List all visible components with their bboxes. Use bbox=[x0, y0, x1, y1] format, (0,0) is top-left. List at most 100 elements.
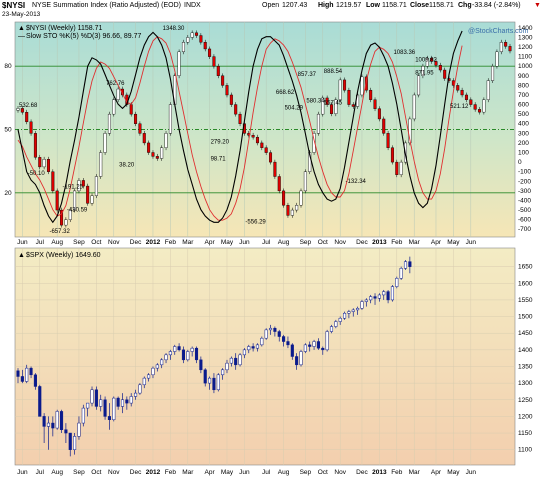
spx-tick-label: 1250 bbox=[518, 397, 533, 404]
spx-bar bbox=[386, 291, 390, 301]
nysi-tick-label: -100 bbox=[518, 169, 531, 176]
nysi-candle bbox=[177, 51, 181, 76]
nysi-tick-label: 400 bbox=[518, 121, 529, 128]
spx-date-label: May bbox=[447, 469, 460, 476]
spx-tick-label: 1600 bbox=[518, 280, 533, 287]
nysi-annotation: -657.32 bbox=[49, 229, 70, 235]
nysi-candle bbox=[290, 209, 294, 216]
nysi-candle bbox=[25, 112, 29, 123]
nysi-candle bbox=[399, 161, 403, 175]
spx-bar bbox=[33, 374, 37, 387]
spx-bar bbox=[94, 389, 98, 407]
spx-bar bbox=[334, 321, 338, 327]
spx-bar bbox=[347, 311, 351, 314]
spx-bar bbox=[86, 402, 90, 409]
spx-bar bbox=[382, 291, 386, 296]
spx-date-label: Aug bbox=[51, 469, 63, 476]
spx-bar bbox=[164, 354, 168, 361]
stochastic-lines bbox=[17, 30, 463, 224]
legend-stoch-marker: — bbox=[18, 33, 25, 40]
spx-bar bbox=[312, 341, 316, 347]
spx-bar bbox=[273, 327, 277, 332]
chg-down-arrow-icon: ▼ bbox=[534, 2, 541, 9]
spx-date-label: 2013 bbox=[372, 469, 387, 476]
legend-spx-marker: ▲ bbox=[18, 252, 25, 259]
nysi-tick-label: 200 bbox=[518, 140, 529, 147]
spx-bar bbox=[186, 351, 190, 361]
nysi-tick-label: 0 bbox=[518, 159, 522, 166]
spx-bar bbox=[303, 344, 307, 352]
spx-tick-label: 1200 bbox=[518, 413, 533, 420]
spx-date-label: Sep bbox=[300, 469, 312, 476]
nysi-tick-label: 1200 bbox=[518, 44, 533, 51]
nysi-candle bbox=[134, 113, 138, 124]
legend-spx: $SPX (Weekly) 1649.60 bbox=[26, 252, 101, 259]
spx-bar bbox=[247, 346, 251, 351]
nysi-candle bbox=[155, 156, 159, 159]
spx-date-label: May bbox=[221, 469, 234, 476]
spx-date-label: Dec bbox=[130, 469, 142, 476]
spx-bar bbox=[81, 407, 85, 424]
nysi-candle bbox=[81, 180, 85, 187]
spx-bar bbox=[168, 351, 172, 356]
nysi-candle bbox=[164, 133, 168, 148]
spx-bar bbox=[64, 429, 68, 434]
nysi-candle bbox=[142, 133, 146, 144]
nysi-date-label: Sep bbox=[73, 239, 85, 246]
nysi-candle bbox=[68, 209, 72, 220]
nysi-tick-label: 600 bbox=[518, 102, 529, 109]
nysi-tick-label: 1000 bbox=[518, 63, 533, 70]
nysi-candle bbox=[216, 65, 220, 76]
nysi-candle bbox=[264, 147, 268, 153]
nysi-candle bbox=[260, 142, 264, 148]
spx-date-label: Jul bbox=[262, 469, 271, 476]
stochastic-tick-label: 20 bbox=[4, 190, 12, 197]
spx-date-label: Jul bbox=[36, 469, 45, 476]
nysi-annotation: 888.54 bbox=[324, 69, 343, 75]
nysi-candle bbox=[390, 147, 394, 163]
spx-bar bbox=[107, 416, 111, 420]
nysi-candle bbox=[491, 65, 495, 81]
nysi-candle bbox=[434, 61, 438, 66]
high-value: 1219.57 bbox=[336, 2, 362, 9]
nysi-candle bbox=[382, 118, 386, 134]
spx-bar bbox=[238, 354, 242, 366]
nysi-candle bbox=[38, 157, 42, 168]
spx-bar bbox=[199, 359, 203, 371]
nysi-candle bbox=[129, 104, 133, 115]
spx-tick-label: 1450 bbox=[518, 330, 533, 337]
nysi-candle bbox=[203, 42, 207, 50]
spx-date-label: Mar bbox=[409, 469, 421, 476]
spx-date-label: Nov bbox=[334, 469, 346, 476]
nysi-candle bbox=[334, 99, 338, 114]
nysi-tick-label: 1300 bbox=[518, 34, 533, 41]
spx-bar bbox=[138, 384, 142, 394]
nysi-annotation: 871.95 bbox=[415, 70, 434, 76]
nysi-candle bbox=[377, 108, 381, 120]
spx-tick-label: 1500 bbox=[518, 314, 533, 321]
spx-bar bbox=[360, 301, 364, 309]
nysi-candle bbox=[221, 75, 225, 86]
spx-bar bbox=[29, 367, 33, 376]
nysi-annotation: -556.29 bbox=[245, 219, 266, 225]
spx-bar bbox=[338, 317, 342, 322]
nysi-tick-label: 900 bbox=[518, 73, 529, 80]
spx-date-axis: Jun Jul Aug Sep Oct Nov Dec 2012 Feb Mar Apr May Jun… bbox=[17, 469, 476, 476]
spx-bar bbox=[59, 411, 64, 430]
nysi-candle bbox=[147, 142, 151, 153]
nysi-candle bbox=[116, 88, 120, 100]
nysi-annotation: 1083.36 bbox=[393, 50, 415, 56]
nysi-tick-label: -700 bbox=[518, 226, 531, 233]
spx-bars bbox=[16, 256, 412, 457]
spx-date-label: Mar bbox=[182, 469, 194, 476]
symbol-description: NYSE Summation Index (Ratio Adjusted) (E… bbox=[32, 2, 182, 9]
nysi-candle bbox=[195, 32, 199, 36]
spx-date-label: Jun bbox=[466, 469, 477, 476]
nysi-candle bbox=[473, 104, 477, 110]
nysi-date-label: Jun bbox=[17, 239, 28, 246]
spx-bar bbox=[16, 370, 20, 377]
nysi-date-label: Jun bbox=[466, 239, 477, 246]
spx-date-label: Oct bbox=[318, 469, 328, 476]
nysi-annotation: 762.76 bbox=[106, 81, 125, 87]
open-value: 1207.43 bbox=[282, 2, 308, 9]
